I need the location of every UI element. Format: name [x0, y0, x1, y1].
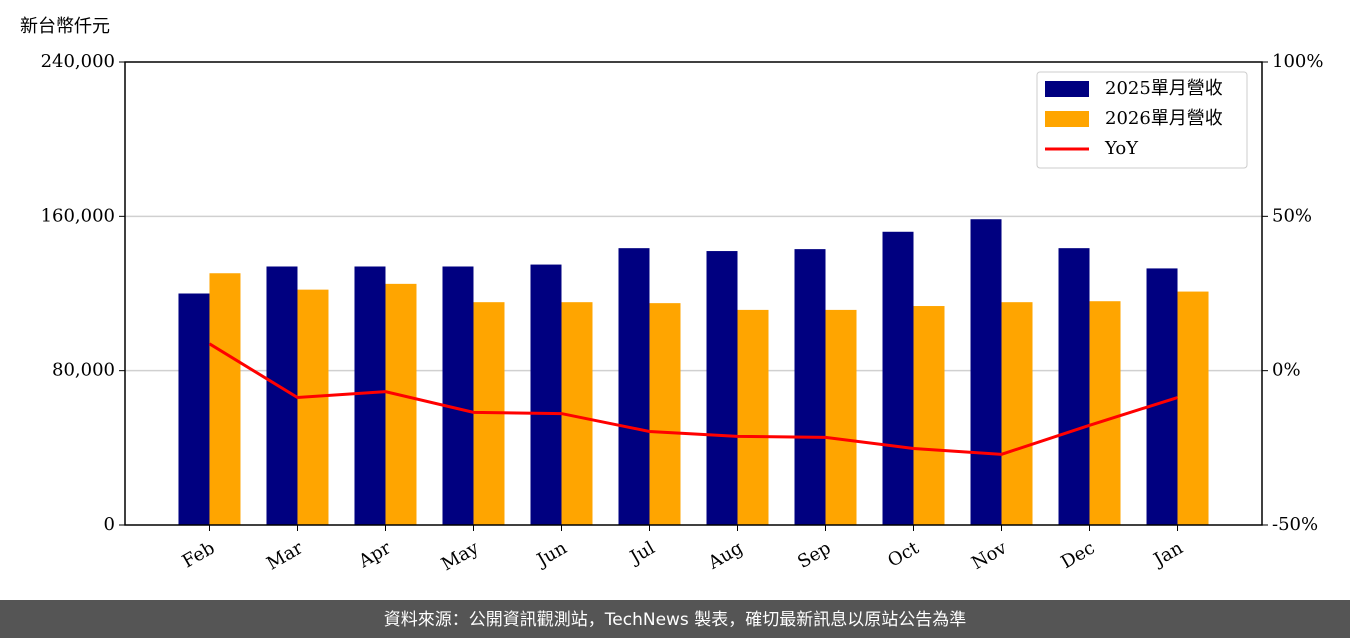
- footer-text: 資料來源：公開資訊觀測站，TechNews 製表，確切最新訊息以原站公告為準: [384, 610, 966, 630]
- footer-bar: [0, 600, 1350, 638]
- plot-frame: [124, 61, 1263, 526]
- y2-tick-label: 0%: [1272, 360, 1301, 381]
- bar: [649, 303, 681, 525]
- bar: [530, 264, 562, 525]
- legend-label: 2025單月營收: [1105, 78, 1223, 99]
- legend-swatch: [1045, 81, 1089, 97]
- y-tick-label: 80,000: [52, 360, 115, 381]
- y-tick-label: 240,000: [41, 51, 115, 72]
- bar: [1089, 301, 1121, 525]
- bar: [442, 266, 474, 525]
- y2-tick-label: 100%: [1272, 51, 1323, 72]
- legend-label: YoY: [1104, 138, 1139, 159]
- bar: [794, 249, 826, 526]
- bar: [913, 306, 945, 525]
- bar: [1058, 248, 1090, 525]
- bar: [354, 266, 386, 525]
- bar: [385, 283, 417, 525]
- bar: [1177, 291, 1209, 525]
- bar: [737, 309, 769, 525]
- y2-tick-label: -50%: [1272, 514, 1318, 535]
- bar: [706, 251, 738, 525]
- y2-tick-label: 50%: [1272, 205, 1312, 226]
- legend-label: 2026單月營收: [1105, 108, 1223, 129]
- yoy-line: [208, 342, 1178, 456]
- y-tick-label: 160,000: [41, 205, 115, 226]
- bar: [1001, 302, 1033, 525]
- bar: [970, 219, 1002, 525]
- legend-box: [1036, 71, 1248, 169]
- bar: [618, 248, 650, 525]
- bar: [1146, 268, 1178, 525]
- bar: [882, 231, 914, 525]
- y-tick-label: 0: [104, 514, 115, 535]
- y-axis-unit: 新台幣仟元: [20, 16, 110, 37]
- bar: [297, 289, 329, 525]
- bar: [209, 273, 241, 525]
- bar: [178, 293, 210, 525]
- bar: [825, 309, 857, 525]
- legend-swatch: [1045, 111, 1089, 127]
